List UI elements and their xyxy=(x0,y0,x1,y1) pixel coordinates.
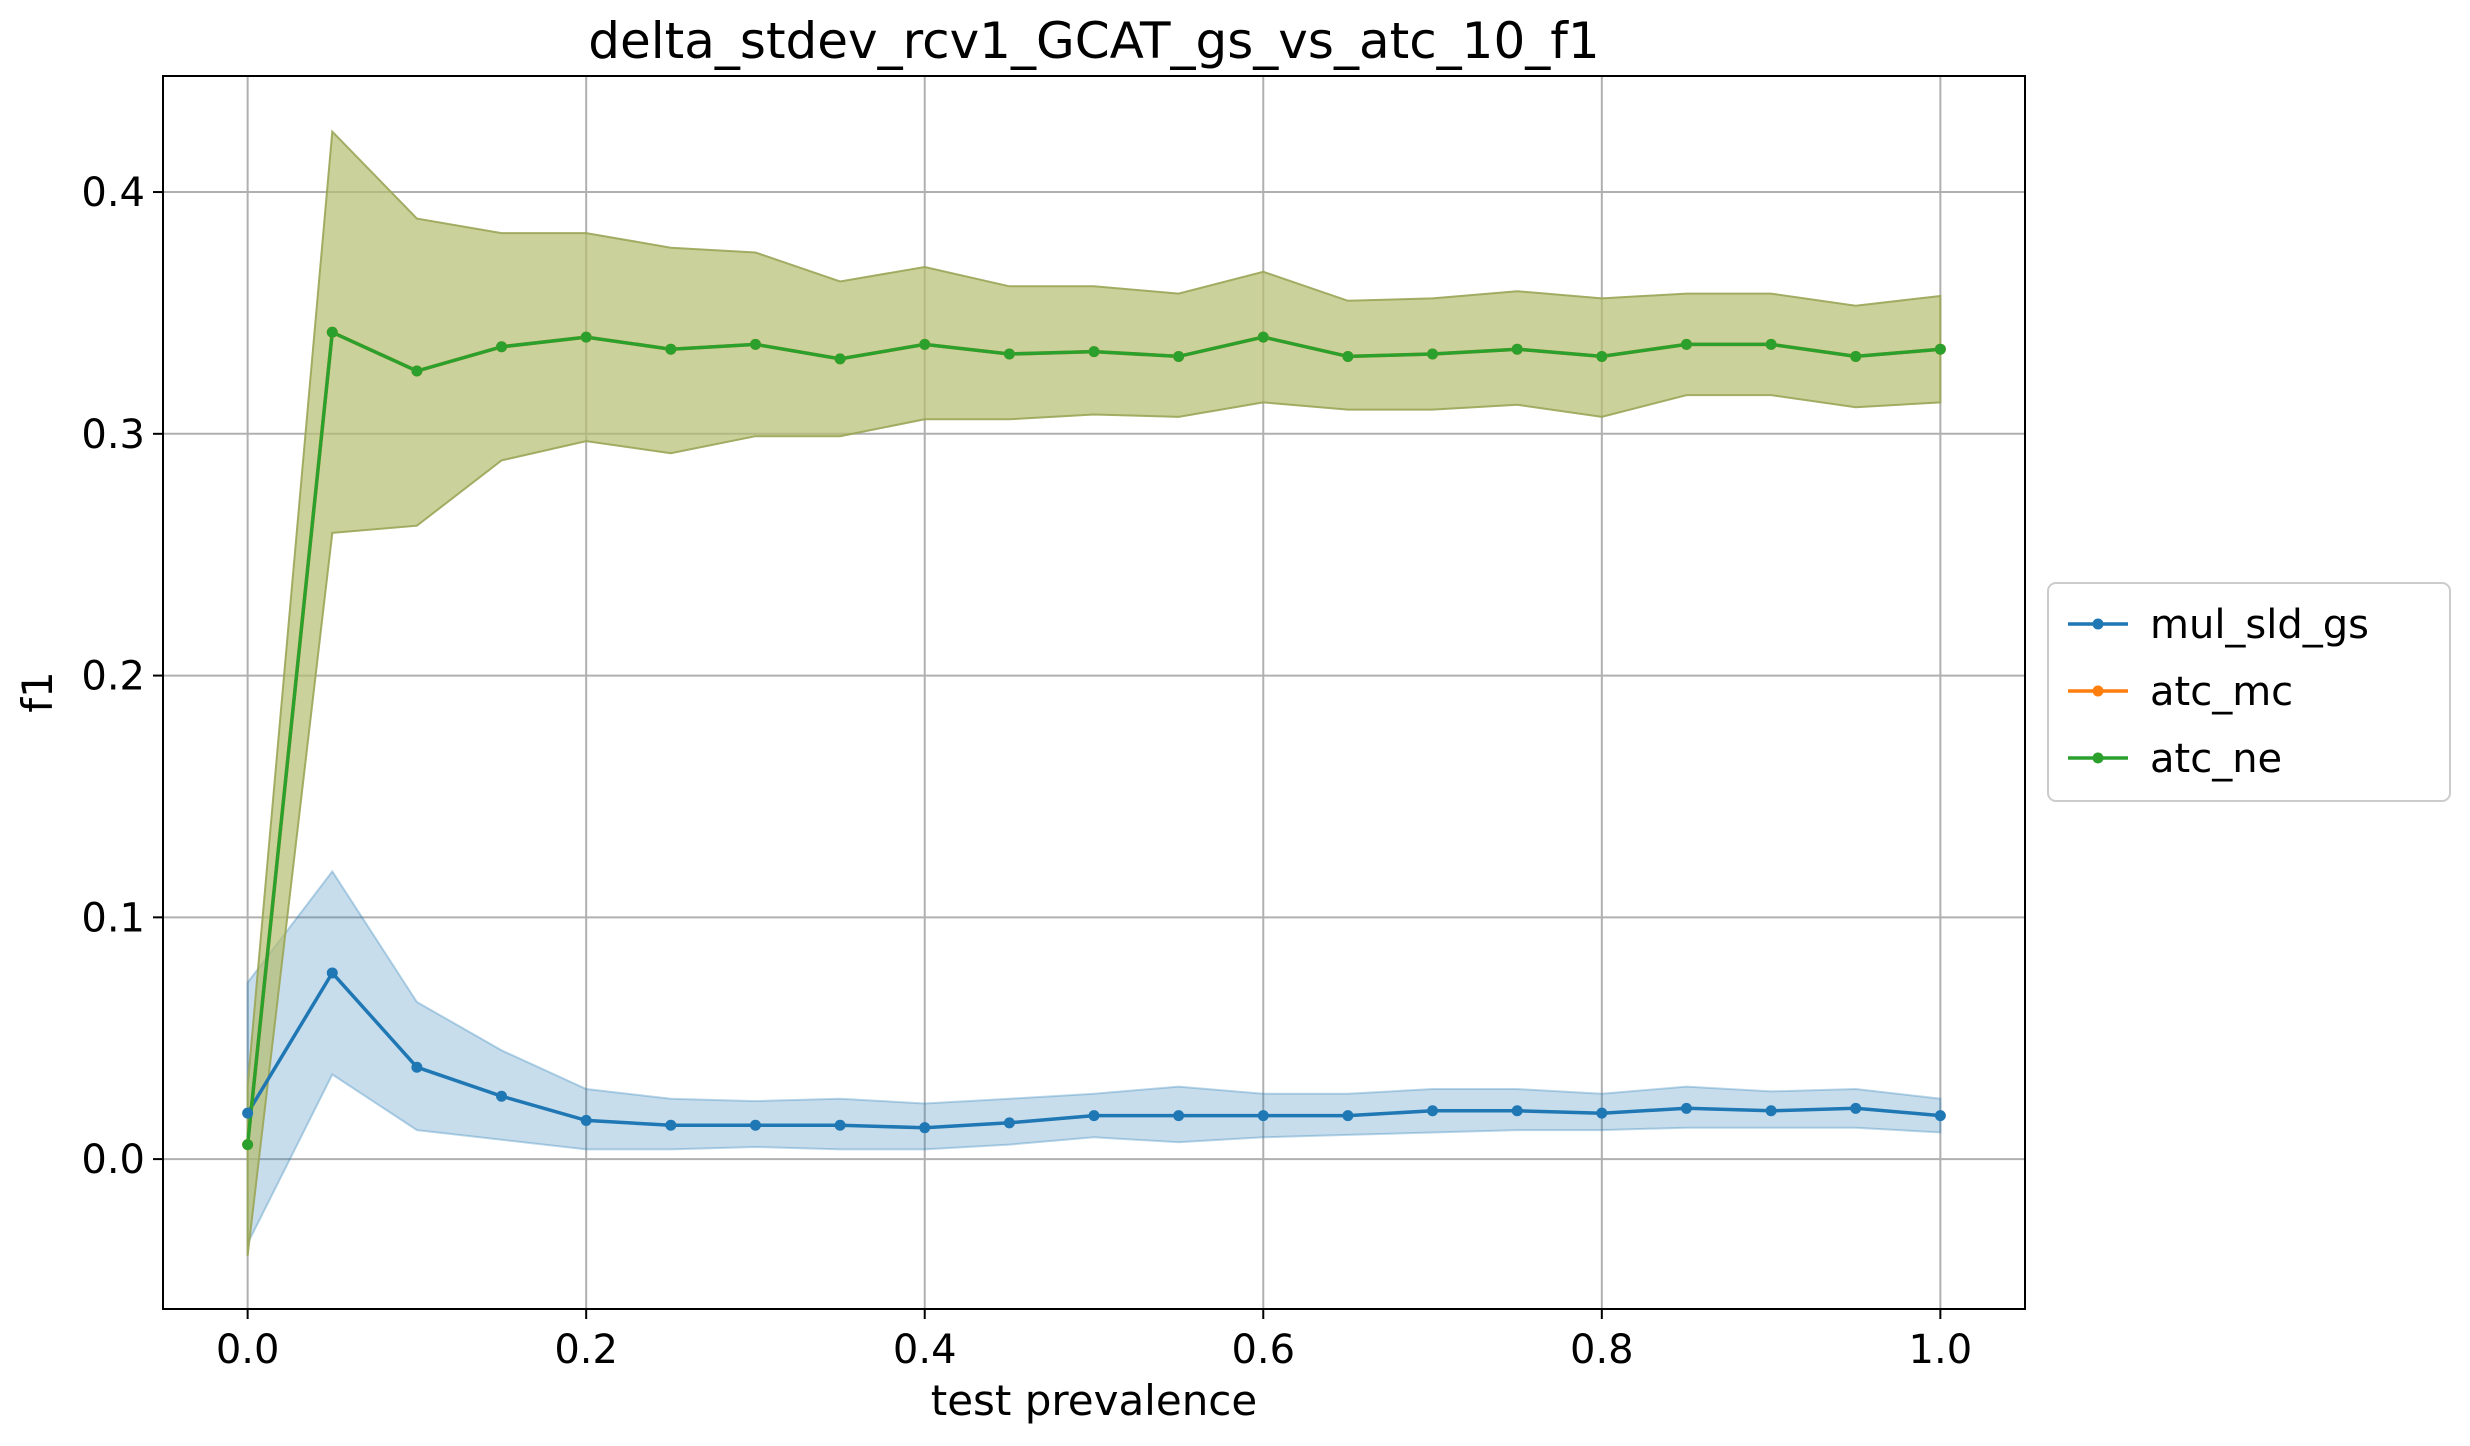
y-axis-label: f1 xyxy=(13,671,62,713)
legend: mul_sld_gs atc_mc atc_ne xyxy=(2047,582,2451,802)
x-tick-label: 0.0 xyxy=(216,1327,280,1373)
data-point-atc_ne xyxy=(665,343,677,355)
data-point-atc_ne xyxy=(1934,343,1946,355)
data-point-mul_sld_gs xyxy=(1088,1110,1100,1122)
data-point-mul_sld_gs xyxy=(1003,1117,1015,1129)
data-point-mul_sld_gs xyxy=(1427,1105,1439,1117)
data-point-atc_ne xyxy=(496,341,508,353)
data-point-atc_ne xyxy=(1596,350,1608,362)
data-point-mul_sld_gs xyxy=(1511,1105,1523,1117)
data-point-mul_sld_gs xyxy=(1765,1105,1777,1117)
std-band-atc_ne xyxy=(246,129,1942,1256)
data-point-atc_ne xyxy=(411,365,423,377)
x-axis-label: test prevalence xyxy=(931,1376,1258,1425)
y-tick-label: 0.3 xyxy=(81,412,145,458)
legend-marker-atc_mc xyxy=(2092,685,2104,697)
legend-marker-mul_sld_gs xyxy=(2092,618,2104,630)
data-point-atc_ne xyxy=(242,1139,254,1151)
data-point-mul_sld_gs xyxy=(919,1122,931,1134)
data-point-atc_ne xyxy=(919,338,931,350)
data-point-mul_sld_gs xyxy=(1342,1110,1354,1122)
y-axis-ticks: 0.0 0.1 0.2 0.3 0.4 xyxy=(81,170,163,1183)
std-bands xyxy=(246,129,1942,1256)
x-tick-label: 0.8 xyxy=(1570,1327,1634,1373)
data-point-mul_sld_gs xyxy=(1680,1102,1692,1114)
data-point-mul_sld_gs xyxy=(749,1119,761,1131)
legend-label-atc_ne: atc_ne xyxy=(2150,736,2282,782)
x-tick-label: 0.2 xyxy=(554,1327,618,1373)
legend-box xyxy=(2047,582,2451,802)
legend-label-mul_sld_gs: mul_sld_gs xyxy=(2150,602,2369,648)
data-point-mul_sld_gs xyxy=(834,1119,846,1131)
data-point-mul_sld_gs xyxy=(1173,1110,1185,1122)
legend-marker-atc_ne xyxy=(2092,752,2104,764)
data-point-atc_ne xyxy=(326,326,338,338)
chart-title: delta_stdev_rcv1_GCAT_gs_vs_atc_10_f1 xyxy=(588,12,1599,70)
data-point-mul_sld_gs xyxy=(326,967,338,979)
data-point-mul_sld_gs xyxy=(242,1107,254,1119)
data-point-mul_sld_gs xyxy=(580,1114,592,1126)
x-tick-label: 0.6 xyxy=(1231,1327,1295,1373)
x-tick-label: 1.0 xyxy=(1909,1327,1973,1373)
data-point-mul_sld_gs xyxy=(496,1090,508,1102)
data-point-atc_ne xyxy=(1680,338,1692,350)
legend-label-atc_mc: atc_mc xyxy=(2150,669,2293,715)
data-point-atc_ne xyxy=(1850,350,1862,362)
x-tick-label: 0.4 xyxy=(893,1327,957,1373)
data-point-mul_sld_gs xyxy=(1257,1110,1269,1122)
data-point-mul_sld_gs xyxy=(1850,1102,1862,1114)
y-tick-label: 0.0 xyxy=(81,1137,145,1183)
data-point-atc_ne xyxy=(1511,343,1523,355)
x-axis-ticks: 0.0 0.2 0.4 0.6 0.8 1.0 xyxy=(216,1309,1972,1373)
data-point-atc_ne xyxy=(749,338,761,350)
std-band-mul_sld_gs xyxy=(246,869,1942,1245)
data-point-atc_ne xyxy=(1173,350,1185,362)
y-tick-label: 0.2 xyxy=(81,654,145,700)
data-point-atc_ne xyxy=(1765,338,1777,350)
data-point-atc_ne xyxy=(1427,348,1439,360)
data-point-atc_ne xyxy=(1257,331,1269,343)
data-point-atc_ne xyxy=(834,353,846,365)
data-point-mul_sld_gs xyxy=(411,1061,423,1073)
data-point-mul_sld_gs xyxy=(1934,1110,1946,1122)
data-point-atc_ne xyxy=(1003,348,1015,360)
data-point-atc_ne xyxy=(1088,346,1100,358)
series-points xyxy=(242,326,1946,1151)
data-point-mul_sld_gs xyxy=(665,1119,677,1131)
y-tick-label: 0.1 xyxy=(81,895,145,941)
y-tick-label: 0.4 xyxy=(81,170,145,216)
data-point-mul_sld_gs xyxy=(1596,1107,1608,1119)
plot-frame xyxy=(162,75,2026,1310)
data-point-atc_ne xyxy=(1342,350,1354,362)
data-point-atc_ne xyxy=(580,331,592,343)
